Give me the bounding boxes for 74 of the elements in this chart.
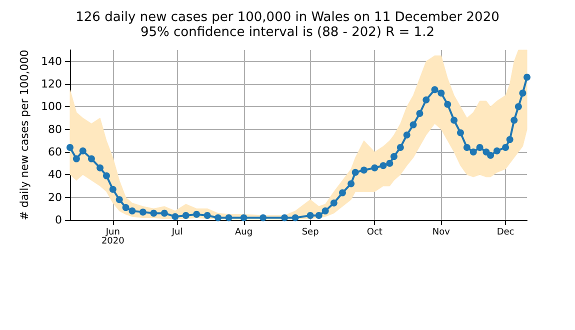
point: [330, 200, 338, 206]
point: [72, 155, 80, 162]
point: [450, 116, 458, 124]
point: [306, 212, 314, 219]
point: [160, 210, 168, 217]
point: [348, 180, 355, 188]
point: [116, 196, 123, 204]
point: [476, 144, 484, 151]
point: [214, 214, 222, 222]
y-tick-label: 40: [48, 168, 62, 182]
y-tick-label: 80: [48, 122, 62, 136]
point: [322, 207, 329, 214]
point: [102, 172, 110, 180]
point: [292, 214, 299, 222]
point: [172, 213, 179, 220]
point: [470, 148, 477, 156]
point: [396, 144, 404, 151]
point: [390, 153, 398, 160]
point: [66, 144, 74, 151]
point: [386, 160, 394, 167]
point: [514, 103, 522, 110]
point: [416, 110, 424, 117]
point: [128, 207, 136, 214]
y-tick-label: 60: [48, 146, 62, 158]
point: [122, 204, 130, 212]
point: [352, 168, 359, 176]
point: [431, 86, 438, 94]
y-tick-label: 140: [41, 54, 62, 68]
point: [463, 144, 470, 151]
y-tick-label: 100: [41, 100, 62, 114]
point: [456, 129, 464, 136]
point: [487, 152, 494, 159]
point: [260, 214, 267, 222]
y-tick-label: 20: [48, 190, 62, 204]
point: [519, 90, 526, 97]
x-tick-label: Nov: [432, 228, 451, 238]
point: [182, 212, 190, 219]
point: [403, 132, 410, 138]
point: [524, 74, 530, 81]
point: [315, 212, 322, 219]
point: [240, 214, 248, 222]
x-tick-label: Jun 2020: [101, 228, 125, 246]
x-tick-label: Sep: [302, 228, 320, 238]
y-axis-title: # daily new cases per 100,000: [18, 50, 32, 220]
point: [79, 147, 86, 154]
y-tick-label: 0: [55, 214, 62, 226]
point: [338, 189, 346, 196]
chart-subtitle: 95% confidence interval is (88 - 202) R = 1.2: [140, 25, 434, 40]
x-tick-label: Aug: [235, 228, 253, 238]
point: [109, 186, 116, 193]
point: [438, 90, 445, 97]
point: [88, 155, 95, 162]
point: [493, 147, 500, 154]
point: [422, 96, 430, 104]
y-tick-label: 120: [41, 78, 62, 90]
point: [380, 162, 387, 170]
point: [502, 144, 510, 151]
point: [139, 208, 146, 216]
chart-title: 126 daily new cases per 100,000 in Wales on 11 December 2020: [76, 10, 500, 25]
point: [193, 210, 200, 218]
point: [225, 214, 232, 222]
point: [281, 214, 288, 222]
x-tick-label: Jul: [170, 228, 183, 238]
point: [371, 164, 378, 172]
point: [410, 121, 417, 128]
point: [506, 136, 514, 144]
point: [510, 116, 518, 124]
point: [150, 210, 158, 217]
point: [360, 166, 368, 174]
point: [444, 100, 452, 108]
point: [96, 164, 104, 172]
x-tick-label: Oct: [366, 228, 383, 238]
point: [204, 212, 211, 219]
x-tick-label: Dec: [496, 228, 514, 238]
